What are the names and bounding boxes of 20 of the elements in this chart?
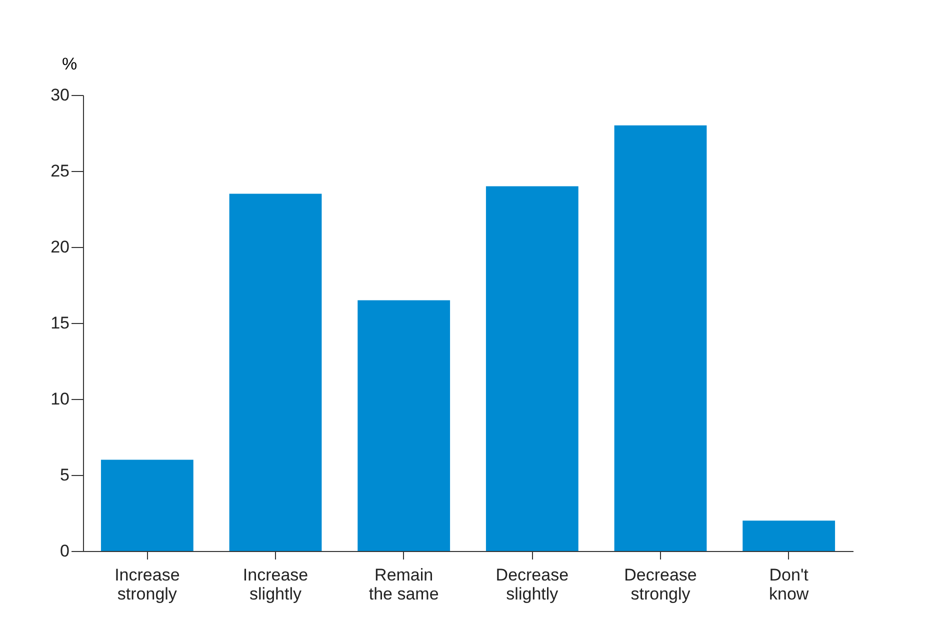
y-tick-label: 0 [60, 542, 70, 560]
bar [614, 125, 707, 551]
x-tick-label: Increase slightly [242, 566, 308, 604]
bar [486, 186, 578, 551]
y-tick-label: 30 [50, 86, 70, 104]
x-tick-label: Increase strongly [114, 566, 180, 604]
y-axis-title: % [62, 54, 78, 74]
x-tick-label: Decrease strongly [624, 566, 697, 604]
y-tick-label: 5 [60, 466, 70, 484]
bar [100, 460, 194, 551]
bar [229, 194, 322, 551]
x-tick-label: Remain the same [368, 566, 439, 604]
y-tick-label: 25 [50, 162, 70, 180]
x-tick-label: Don't know [768, 566, 810, 604]
bar [358, 300, 450, 551]
y-tick-label: 15 [50, 314, 70, 332]
y-tick-label: 20 [50, 238, 70, 256]
bar [742, 520, 836, 551]
x-tick-label: Decrease slightly [496, 566, 569, 604]
y-tick-label: 10 [50, 390, 70, 408]
